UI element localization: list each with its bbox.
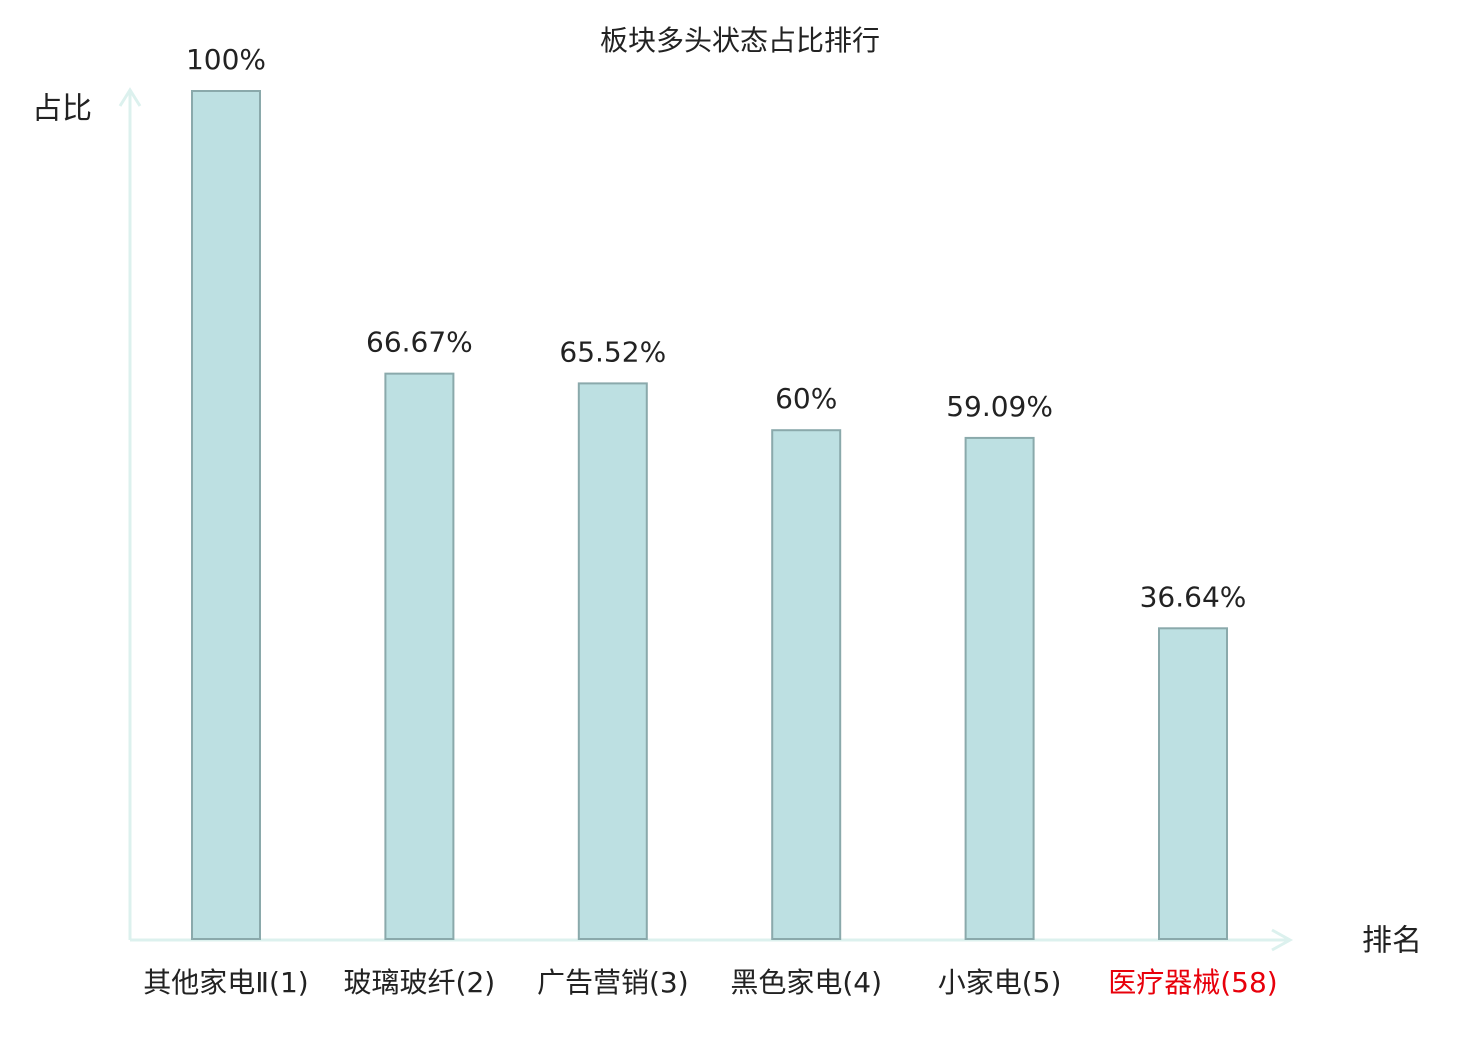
- value-label: 66.67%: [366, 326, 473, 359]
- bar: [384, 372, 455, 940]
- value-label: 60%: [775, 382, 837, 415]
- x-tick-label: 广告营销(3): [536, 966, 689, 999]
- y-axis-label: 占比: [32, 92, 92, 127]
- x-tick-label: 黑色家电(4): [730, 966, 883, 999]
- value-label: 100%: [186, 43, 266, 76]
- x-tick-label: 其他家电Ⅱ(1): [143, 966, 309, 999]
- bar: [577, 382, 648, 941]
- x-tick-label: 医疗器械(58): [1108, 966, 1278, 999]
- value-label: 59.09%: [946, 390, 1053, 423]
- value-label: 65.52%: [559, 335, 666, 368]
- x-axis-label: 排名: [1362, 924, 1422, 959]
- bar: [191, 90, 261, 940]
- y-axis-arrow: [118, 87, 142, 107]
- chart-title: 板块多头状态占比排行: [600, 24, 880, 57]
- x-tick-label: 小家电(5): [937, 966, 1062, 999]
- bar: [1158, 627, 1228, 940]
- bar: [771, 429, 842, 940]
- value-label: 36.64%: [1140, 580, 1247, 613]
- bar: [964, 436, 1035, 940]
- x-tick-label: 玻璃玻纤(2): [343, 966, 496, 999]
- axes: [118, 87, 1294, 952]
- x-axis-arrow: [1271, 928, 1294, 952]
